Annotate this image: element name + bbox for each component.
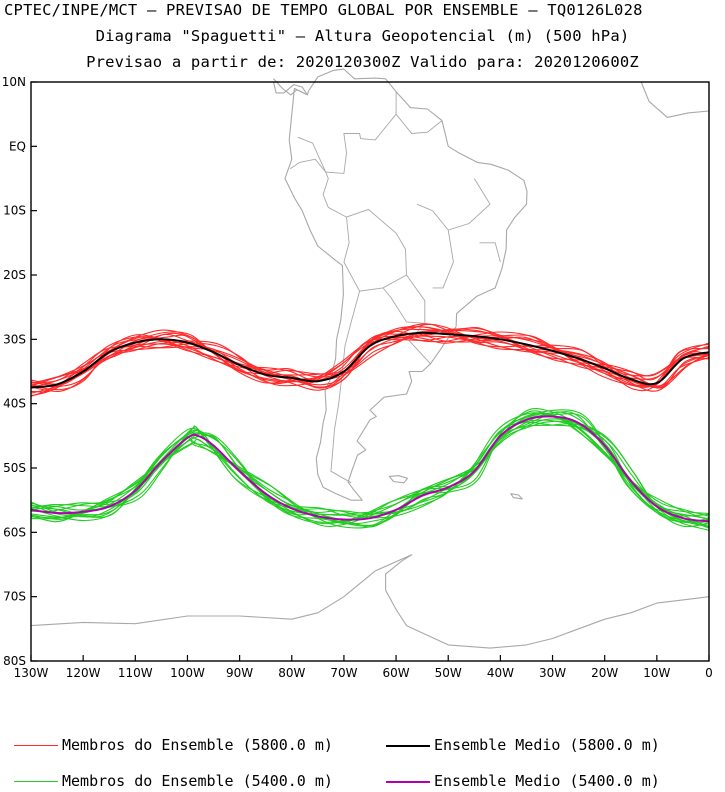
country-border bbox=[330, 290, 361, 484]
legend-swatch-mean-5400 bbox=[386, 780, 430, 783]
x-tick-label: 20W bbox=[591, 666, 618, 680]
x-tick-label: 80W bbox=[278, 666, 305, 680]
x-tick-label: 70W bbox=[330, 666, 357, 680]
base-map bbox=[30, 68, 710, 649]
x-tick-label: 10W bbox=[643, 666, 670, 680]
title-line-3: Previsao a partir de: 2020120300Z Valido… bbox=[86, 53, 639, 71]
y-tick-label: 50S bbox=[3, 461, 26, 475]
member-line-5400 bbox=[30, 412, 710, 522]
member-line-5800 bbox=[30, 328, 710, 393]
y-tick-label: 20S bbox=[3, 268, 26, 282]
country-border bbox=[406, 274, 431, 365]
south-georgia bbox=[510, 493, 523, 500]
country-border bbox=[289, 158, 347, 218]
member-line-5400 bbox=[30, 420, 710, 528]
member-line-5400 bbox=[30, 411, 710, 525]
x-tick-label: 0 bbox=[705, 666, 713, 680]
plot-frame bbox=[30, 81, 710, 662]
legend-swatch-members-5400 bbox=[14, 781, 58, 782]
member-line-5400 bbox=[30, 410, 710, 518]
y-tick-label: 60S bbox=[3, 525, 26, 539]
member-line-5400 bbox=[30, 418, 710, 531]
legend-label-mean-5800: Ensemble Medio (5800.0 m) bbox=[434, 736, 660, 754]
member-line-5400 bbox=[30, 409, 710, 524]
member-line-5800 bbox=[30, 326, 710, 392]
country-border bbox=[382, 287, 425, 324]
x-tick-label: 110W bbox=[118, 666, 153, 680]
antarctica-coast bbox=[30, 554, 710, 649]
country-border bbox=[479, 242, 501, 263]
y-tick-label: 80S bbox=[3, 654, 26, 668]
y-tick-label: 70S bbox=[3, 590, 26, 604]
falklands bbox=[388, 475, 409, 484]
x-tick-label: 50W bbox=[435, 666, 462, 680]
country-border bbox=[325, 91, 397, 174]
legend-label-members-5800: Membros do Ensemble (5800.0 m) bbox=[62, 736, 333, 754]
y-tick-label: 10S bbox=[3, 204, 26, 218]
member-line-5800 bbox=[30, 329, 710, 393]
y-tick-label: 10N bbox=[2, 75, 26, 89]
legend-label-mean-5400: Ensemble Medio (5400.0 m) bbox=[434, 772, 660, 790]
central-america-coast bbox=[272, 81, 308, 96]
x-tick-label: 60W bbox=[383, 666, 410, 680]
country-border bbox=[416, 178, 491, 231]
member-line-5800 bbox=[30, 330, 710, 392]
country-border bbox=[297, 136, 327, 173]
south-america-coast bbox=[284, 68, 528, 501]
x-tick-label: 30W bbox=[539, 666, 566, 680]
central-america-coast-2 bbox=[273, 78, 306, 96]
x-tick-label: 90W bbox=[226, 666, 253, 680]
ensemble-means bbox=[30, 331, 710, 523]
x-tick-label: 40W bbox=[487, 666, 514, 680]
legend-swatch-members-5800 bbox=[14, 745, 58, 746]
legend-item-members-5400: Membros do Ensemble (5400.0 m) bbox=[14, 772, 333, 790]
y-tick-label: 40S bbox=[3, 397, 26, 411]
legend-item-members-5800: Membros do Ensemble (5800.0 m) bbox=[14, 736, 333, 754]
x-tick-label: 120W bbox=[66, 666, 101, 680]
member-line-5400 bbox=[30, 411, 710, 528]
legend-item-mean-5800: Ensemble Medio (5800.0 m) bbox=[386, 736, 660, 754]
country-border bbox=[395, 113, 443, 134]
x-tick-label: 100W bbox=[170, 666, 205, 680]
country-border bbox=[432, 229, 454, 289]
country-border bbox=[343, 208, 407, 292]
y-tick-label: EQ bbox=[9, 139, 26, 153]
legend-item-mean-5400: Ensemble Medio (5400.0 m) bbox=[386, 772, 660, 790]
title-line-2: Diagrama "Spaguetti" — Altura Geopotenci… bbox=[95, 27, 630, 45]
legend-swatch-mean-5800 bbox=[386, 744, 430, 747]
member-line-5400 bbox=[30, 413, 710, 523]
axes: 130W 120W 110W 100W 90W 80W 70W 60W 50W 40W 30W 20W… bbox=[2, 75, 713, 680]
title-line-1: CPTEC/INPE/MCT — PREVISAO DE TEMPO GLOBA… bbox=[4, 1, 643, 19]
mean-line-5800 bbox=[30, 331, 710, 389]
africa-coast bbox=[640, 81, 710, 118]
ensemble-members bbox=[30, 323, 710, 531]
x-tick-label: 130W bbox=[14, 666, 49, 680]
legend-label-members-5400: Membros do Ensemble (5400.0 m) bbox=[62, 772, 333, 790]
mean-line-5400 bbox=[30, 415, 710, 523]
y-tick-label: 30S bbox=[3, 332, 26, 346]
